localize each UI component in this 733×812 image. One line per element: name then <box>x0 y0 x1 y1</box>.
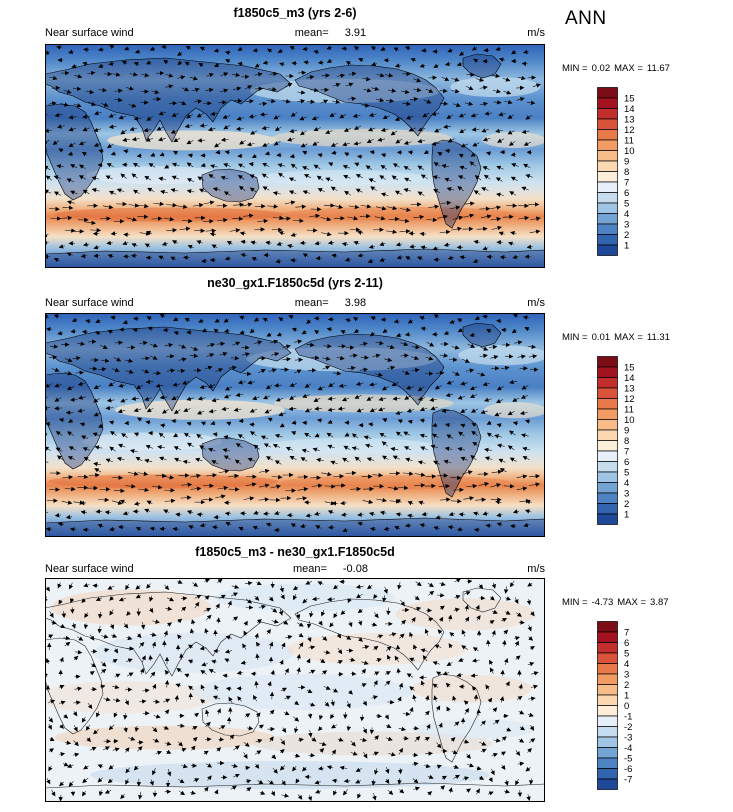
colorbar-tick-label: 2 <box>624 230 629 241</box>
colorbar-cells <box>597 87 618 256</box>
colorbar-tick-label: 6 <box>624 457 629 468</box>
colorbar-tick-label: 15 <box>624 93 635 104</box>
colorbar-tick-label: 4 <box>624 209 629 220</box>
panel2-title: ne30_gx1.F1850c5d (yrs 2-11) <box>207 276 383 290</box>
units-label: m/s <box>527 297 545 309</box>
colorbar-tick-label: 9 <box>624 156 629 167</box>
wind-difference-map <box>45 578 545 802</box>
wind-speed-map <box>45 313 545 537</box>
variable-label: Near surface wind <box>45 27 134 39</box>
colorbar-tick-label: 3 <box>624 669 629 680</box>
colorbar-tick-label: 9 <box>624 425 629 436</box>
mean-value: 3.91 <box>344 27 367 39</box>
panel3-title: f1850c5_m3 - ne30_gx1.F1850c5d <box>195 545 395 559</box>
colorbar-tick-label: 5 <box>624 198 629 209</box>
colorbar-tick-label: 15 <box>624 362 635 373</box>
panel2-map <box>45 313 545 537</box>
colorbar-tick-label: 3 <box>624 219 629 230</box>
min-value: -4.73 <box>591 597 614 608</box>
max-value: 11.67 <box>646 63 670 74</box>
colorbar-tick-label: -2 <box>624 722 632 733</box>
colorbar-tick-label: 6 <box>624 638 629 649</box>
min-value: 0.01 <box>591 332 611 343</box>
colorbar-tick-label: 10 <box>624 415 635 426</box>
panel1-title: f1850c5_m3 (yrs 2-6) <box>233 6 357 20</box>
colorbar-tick-label: 4 <box>624 478 629 489</box>
mean-readout: mean= 3.98 <box>294 297 367 309</box>
colorbar-tick-label: 14 <box>624 104 635 115</box>
colorbar-tick-label: 11 <box>624 404 634 415</box>
colorbar-tick-label: -4 <box>624 743 632 754</box>
max-value: 3.87 <box>650 597 669 608</box>
panel1-colorbar: 15 14 13 12 11 10 9 8 7 6 5 4 3 2 1 <box>597 87 649 264</box>
colorbar-tick-label: 0 <box>624 701 629 712</box>
colorbar-tick-label: 7 <box>624 627 629 638</box>
min-value: 0.02 <box>591 63 611 74</box>
season-label: ANN <box>565 8 607 29</box>
panel3-subheader: Near surface wind mean= -0.08 m/s <box>45 563 545 575</box>
panel1-minmax: MIN = 0.02 MAX = 11.67 <box>562 63 670 74</box>
colorbar-tick-label: 7 <box>624 446 629 457</box>
colorbar-tick-label: 13 <box>624 383 635 394</box>
colorbar-tick-label: 12 <box>624 394 635 405</box>
colorbar-tick-label: -5 <box>624 753 632 764</box>
colorbar-tick-label: 1 <box>624 509 629 520</box>
colorbar-tick-label: 5 <box>624 467 629 478</box>
mean-value: 3.98 <box>344 297 367 309</box>
colorbar-tick-label: -1 <box>624 711 632 722</box>
colorbar-tick-label: 8 <box>624 167 629 178</box>
units-label: m/s <box>527 27 545 39</box>
colorbar-tick-label: 8 <box>624 436 629 447</box>
mean-readout: mean= -0.08 <box>292 563 368 575</box>
colorbar-tick-label: 1 <box>624 240 629 251</box>
panel3-colorbar: 7 6 5 4 3 2 1 0 -1 -2 -3 -4 -5 -6 -7 <box>597 621 649 798</box>
panel3-minmax: MIN = -4.73 MAX = 3.87 <box>562 597 669 608</box>
colorbar-tick-label: 7 <box>624 177 629 188</box>
units-label: m/s <box>527 563 545 575</box>
panel2-colorbar: 15 14 13 12 11 10 9 8 7 6 5 4 3 2 1 <box>597 356 649 533</box>
colorbar-tick-label: 14 <box>624 373 635 384</box>
colorbar-cells <box>597 356 618 525</box>
colorbar-tick-label: 11 <box>624 135 634 146</box>
wind-speed-map <box>45 44 545 268</box>
colorbar-tick-label: -7 <box>624 774 632 785</box>
panel1-map <box>45 44 545 268</box>
panel3-map <box>45 578 545 802</box>
panel1-subheader: Near surface wind mean= 3.91 m/s <box>45 27 545 39</box>
colorbar-tick-label: 2 <box>624 499 629 510</box>
colorbar-cells <box>597 621 618 790</box>
colorbar-tick-label: 2 <box>624 680 629 691</box>
colorbar-tick-label: 3 <box>624 488 629 499</box>
max-value: 11.31 <box>646 332 670 343</box>
panel2-minmax: MIN = 0.01 MAX = 11.31 <box>562 332 670 343</box>
wind-vectors <box>45 44 541 264</box>
variable-label: Near surface wind <box>45 297 134 309</box>
mean-value: -0.08 <box>342 563 368 575</box>
variable-label: Near surface wind <box>45 563 134 575</box>
colorbar-tick-label: 12 <box>624 125 635 136</box>
colorbar-tick-label: 13 <box>624 114 635 125</box>
colorbar-tick-label: 1 <box>624 690 629 701</box>
colorbar-tick-label: 10 <box>624 146 635 157</box>
wind-vectors <box>45 578 539 802</box>
panel2-subheader: Near surface wind mean= 3.98 m/s <box>45 297 545 309</box>
colorbar-tick-label: 6 <box>624 188 629 199</box>
colorbar-tick-label: 5 <box>624 648 629 659</box>
mean-readout: mean= 3.91 <box>294 27 367 39</box>
colorbar-tick-label: 4 <box>624 659 629 670</box>
colorbar-tick-label: -6 <box>624 764 632 775</box>
colorbar-tick-label: -3 <box>624 732 632 743</box>
